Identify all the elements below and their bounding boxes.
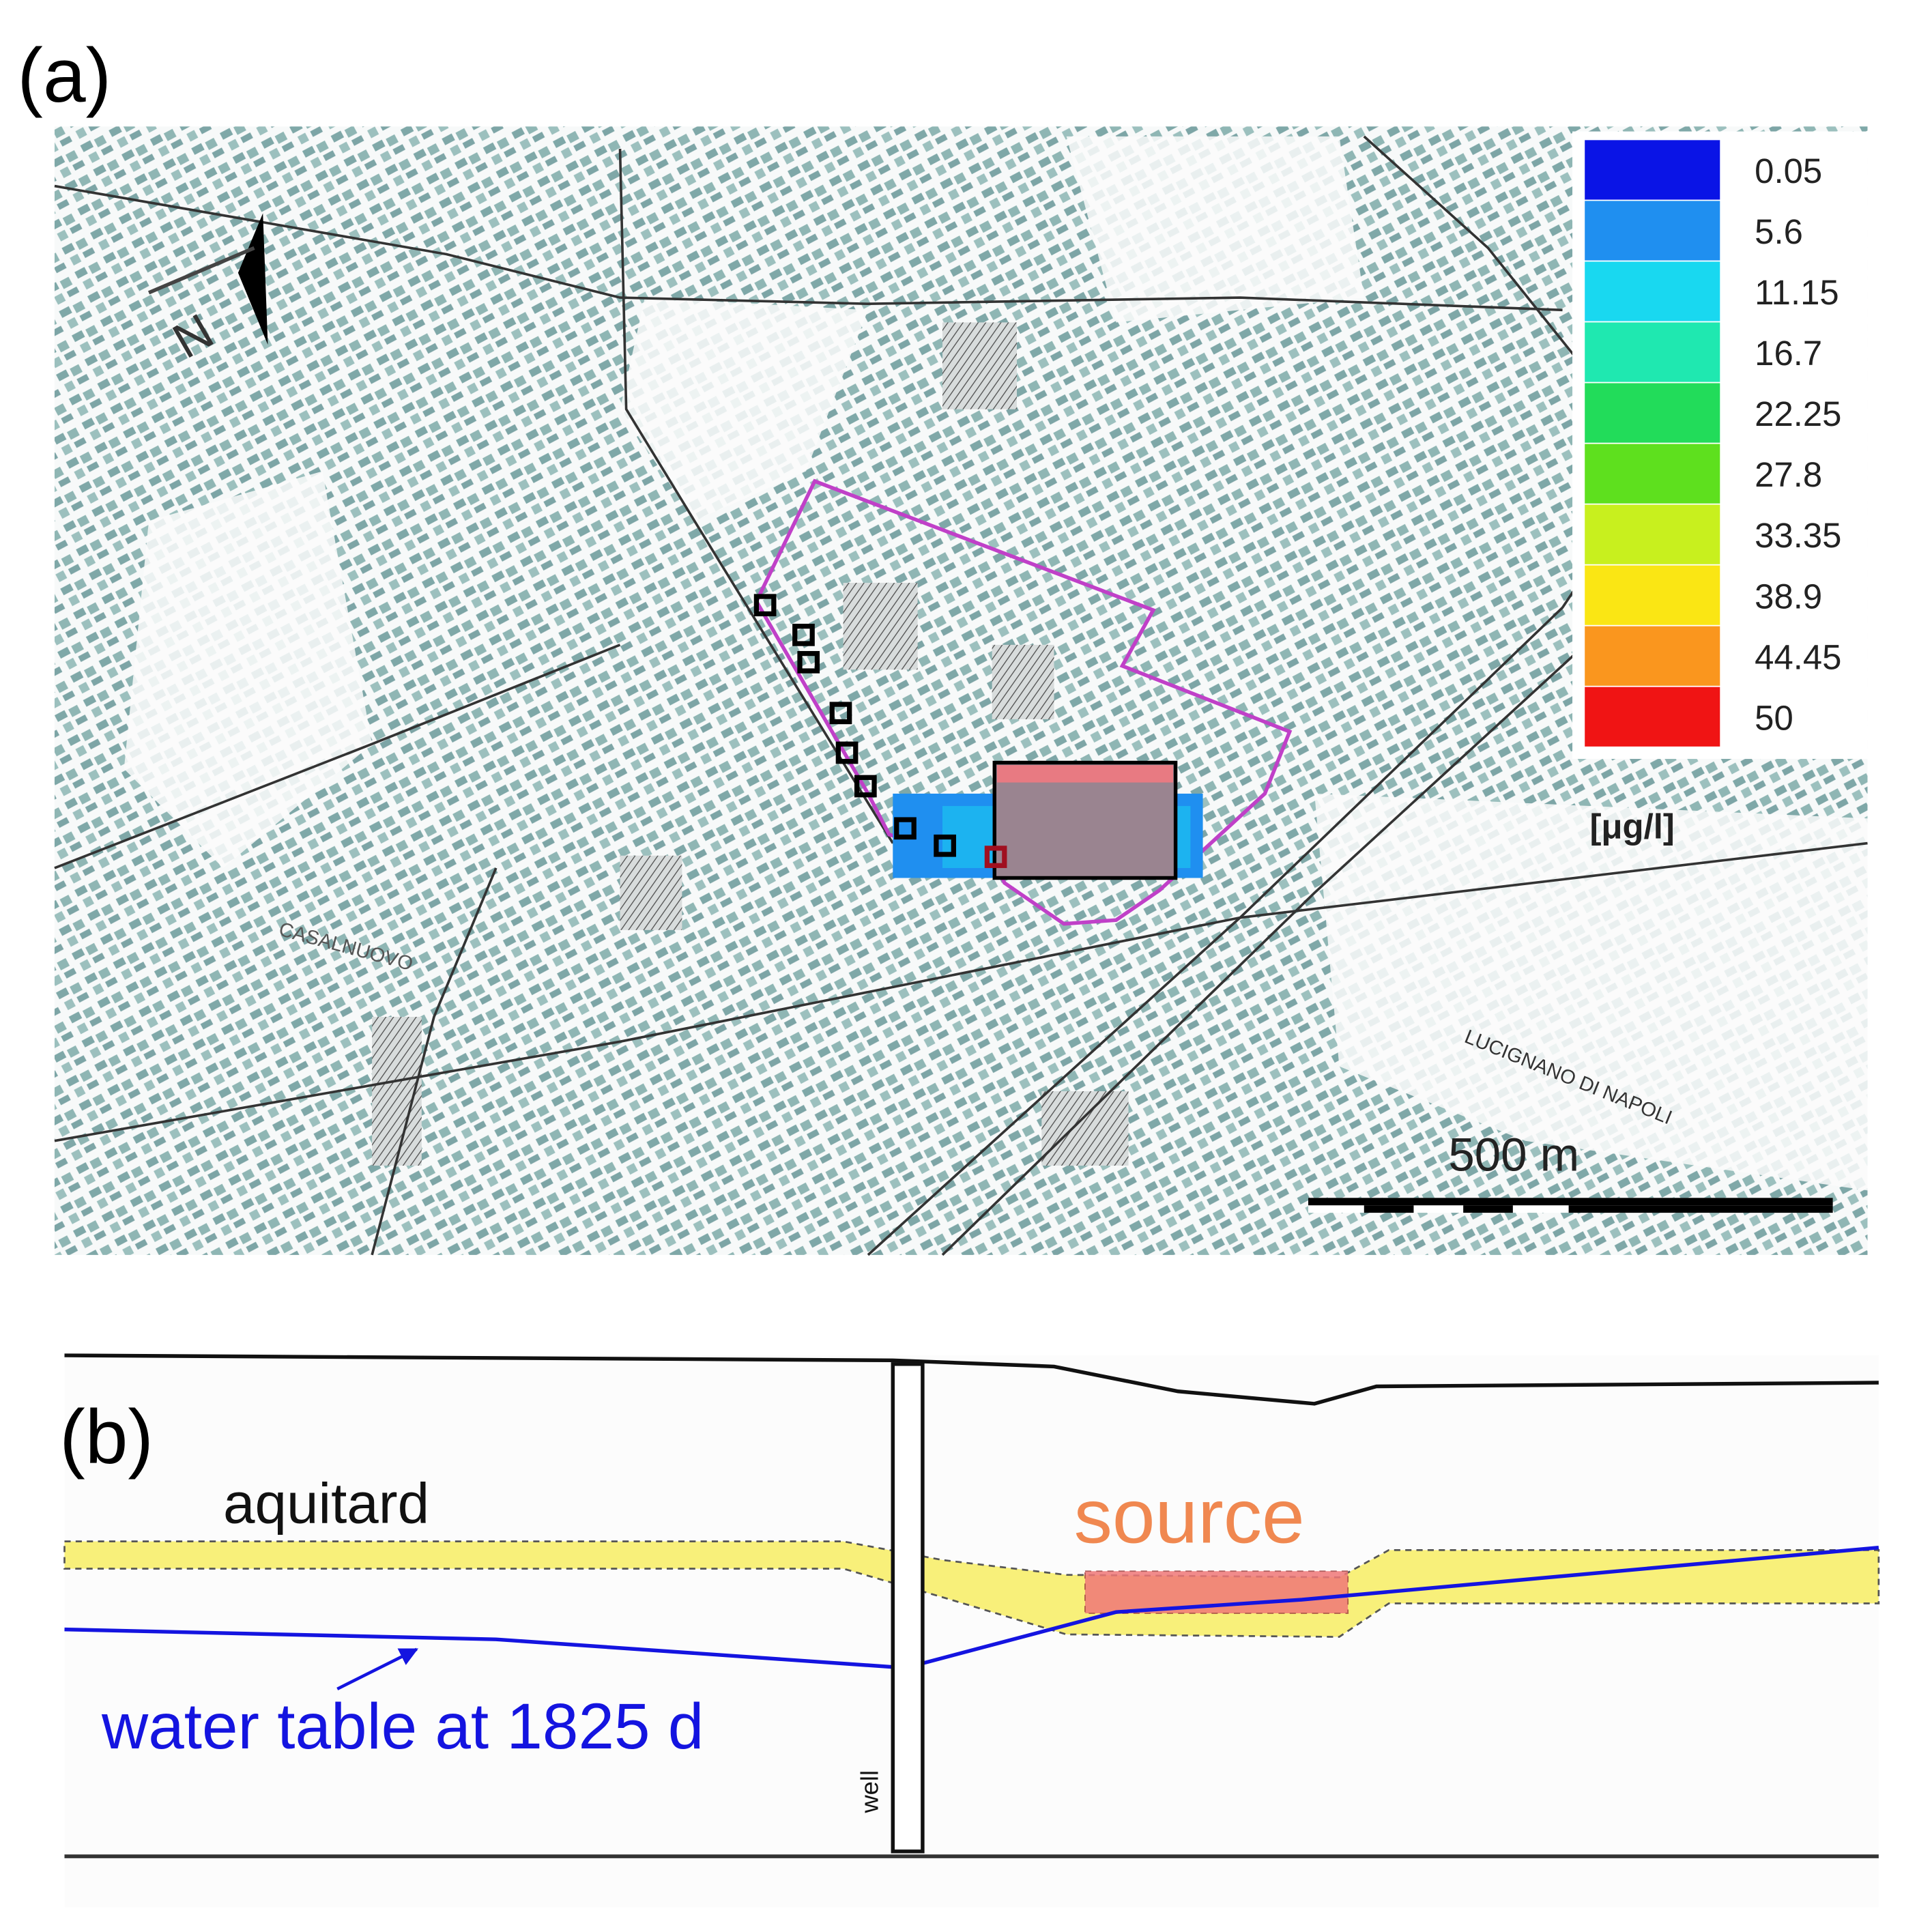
pointer-arrow	[336, 1647, 418, 1690]
legend-swatch	[1585, 504, 1720, 564]
well-casing	[891, 1362, 925, 1854]
scale-bar: 500 m	[1308, 1127, 1833, 1213]
legend-label: 38.9	[1755, 577, 1822, 616]
legend-label: 16.7	[1755, 334, 1822, 373]
roads	[54, 135, 1868, 1256]
legend-swatch	[1585, 626, 1720, 686]
legend-swatch	[1585, 322, 1720, 382]
legend-label: 44.45	[1755, 637, 1841, 676]
legend-label: 11.15	[1755, 273, 1839, 312]
section-background	[64, 1355, 1879, 1907]
water-table-label: water table at 1825 d	[101, 1690, 704, 1763]
legend-label: 0.05	[1755, 152, 1822, 190]
panel-label: (a)	[17, 32, 111, 118]
cross-section: (b) aquitard source water table at 1825 …	[59, 1353, 1880, 1907]
wells	[753, 594, 1007, 868]
legend-swatch	[1585, 444, 1720, 504]
legend: 0.05 5.6 11.15 16.7 22.25 27.8 33.35 38.9 44.45 5…	[1572, 131, 1868, 760]
site-boundary	[754, 478, 1293, 926]
legend-label: 22.25	[1755, 394, 1841, 433]
legend-swatch	[1585, 687, 1720, 747]
scale-label: 500 m	[1448, 1127, 1579, 1181]
well-label: well	[855, 1770, 883, 1814]
aquitard-layer	[63, 1540, 1880, 1638]
source-edge	[996, 765, 1173, 783]
legend-label: 5.6	[1755, 212, 1803, 251]
legend-label: 33.35	[1755, 516, 1841, 555]
aquitard-label: aquitard	[223, 1471, 429, 1535]
panel-label: (b)	[59, 1394, 154, 1480]
source-label: source	[1074, 1473, 1305, 1559]
map: CASALNUOVO LUCIGNANO DI NAPOLI N 0.055.6…	[54, 126, 1868, 1256]
ground-surface	[64, 1353, 1879, 1406]
legend-swatch	[1585, 201, 1720, 261]
legend-swatch	[1585, 383, 1720, 443]
legend-label: 50	[1755, 698, 1793, 737]
legend-swatch	[1585, 565, 1720, 625]
legend-swatch	[1585, 140, 1720, 200]
legend-swatch	[1585, 261, 1720, 321]
hatched-blocks	[372, 322, 1129, 1166]
legend-unit: [μg/l]	[1589, 807, 1674, 846]
water-table-line	[64, 1545, 1879, 1670]
legend-label: 27.8	[1755, 455, 1822, 494]
